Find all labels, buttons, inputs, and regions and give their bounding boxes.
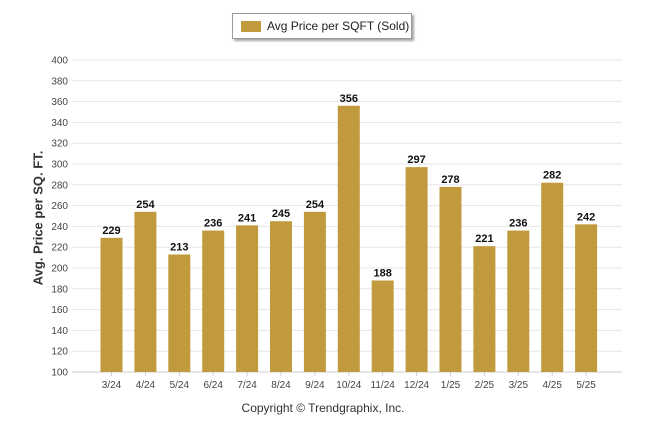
data-label: 356 [340,93,358,105]
y-tick-label: 120 [51,347,68,358]
y-tick-label: 140 [51,326,68,337]
bar-1-25[interactable] [439,186,462,372]
bar-4-24[interactable] [134,211,157,372]
x-tick-label: 5/24 [170,380,190,391]
x-tick-label: 9/24 [305,380,325,391]
data-label: 245 [272,208,290,220]
data-label: 254 [136,199,155,211]
y-tick-label: 380 [51,76,68,87]
x-tick-label: 7/24 [237,380,257,391]
y-tick-label: 300 [51,160,68,171]
x-tick-label: 1/25 [441,380,461,391]
bar-11-24[interactable] [371,280,394,372]
data-label: 278 [441,174,459,186]
bar-2-25[interactable] [473,246,496,372]
bars [100,105,598,372]
bar-10-24[interactable] [337,105,360,372]
bar-8-24[interactable] [270,221,292,372]
x-tick-label: 10/24 [336,380,361,391]
y-tick-label: 260 [51,201,68,212]
bar-6-24[interactable] [202,230,225,372]
x-tick-label: 2/25 [475,380,495,391]
data-label: 229 [102,225,120,237]
data-label: 236 [509,218,527,230]
data-label: 236 [204,218,222,230]
bar-3-24[interactable] [100,237,123,372]
x-tick-label: 4/24 [136,380,156,391]
data-label: 282 [543,170,561,182]
x-tick-label: 11/24 [371,380,396,391]
data-labels: 229 254 213 236 241 245 254 356 188 297 278 221 236 2… [102,93,595,280]
legend[interactable]: Avg Price per SQFT (Sold) [232,13,412,39]
data-label: 213 [170,241,188,253]
y-tick-label: 240 [51,222,68,233]
data-label: 188 [374,267,392,279]
y-tick-label: 160 [51,305,68,316]
y-tick-labels: 100 120 140 160 180 200 220 240 260 280 300 320 340 3… [51,56,68,379]
bar-7-24[interactable] [236,225,259,372]
data-label: 241 [238,212,256,224]
y-tick-label: 200 [51,264,68,275]
data-label: 254 [306,199,325,211]
y-tick-label: 220 [51,243,68,254]
copyright-footer: Copyright © Trendgraphix, Inc. [241,401,405,415]
bar-9-24[interactable] [303,211,326,372]
data-label: 242 [577,211,595,223]
bar-5-24[interactable] [168,254,191,372]
y-tick-label: 360 [51,97,68,108]
data-label: 297 [407,154,425,166]
y-tick-label: 100 [51,368,68,379]
y-tick-label: 400 [51,56,68,67]
bar-12-24[interactable] [405,167,428,372]
y-tick-label: 340 [51,118,68,129]
legend-label: Avg Price per SQFT (Sold) [267,19,410,33]
legend-swatch [241,20,261,32]
y-tick-label: 320 [51,139,68,150]
y-tick-label: 280 [51,180,68,191]
x-tick-label: 12/24 [404,380,429,391]
data-label: 221 [475,233,493,245]
bar-3-25[interactable] [507,230,530,372]
bar-5-25[interactable] [575,224,598,372]
x-tick-label: 8/24 [271,380,291,391]
x-tick-label: 6/24 [203,380,223,391]
x-tick-label: 3/25 [509,380,529,391]
x-tick-label: 5/25 [576,380,596,391]
y-tick-label: 180 [51,284,68,295]
bar-4-25[interactable] [541,182,564,372]
x-tick-label: 3/24 [102,380,122,391]
x-tick-labels: 3/24 4/24 5/24 6/24 7/24 8/24 9/24 10/24 11/24 12… [102,372,596,391]
x-tick-label: 4/25 [542,380,562,391]
